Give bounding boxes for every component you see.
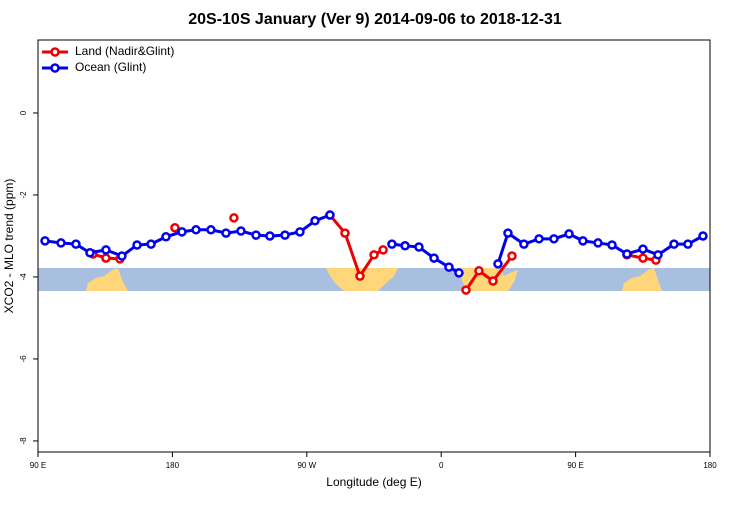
plot-frame [37,39,711,453]
chart-title: 20S-10S January (Ver 9) 2014-09-06 to 20… [188,11,562,28]
x-axis-label: Longitude (deg E) [326,475,421,489]
data-point [310,216,320,226]
x-tick-label: 180 [703,461,717,470]
data-point [236,226,246,236]
y-tick-label: -6 [19,355,28,363]
data-point [683,239,693,249]
y-tick-label: -8 [19,437,28,445]
data-point [698,231,708,241]
data-point [414,242,424,252]
data-point [56,238,66,248]
data-point [117,251,127,261]
x-tick-label: 90 W [297,461,316,470]
data-point [229,213,239,223]
x-tick-label: 0 [439,461,444,470]
legend-label: Land (Nadir&Glint) [75,44,174,58]
data-point [607,240,617,250]
x-tick-label: 90 E [567,461,583,470]
data-point [549,234,559,244]
data-point [132,240,142,250]
data-point [71,239,81,249]
data-point [638,253,648,263]
y-axis-label: XCO2 - MLO trend (ppm) [2,179,16,314]
data-point [429,253,439,263]
land-shape [458,268,518,291]
data-point [622,249,632,259]
data-point [564,229,574,239]
data-point [251,230,261,240]
data-point [488,276,498,286]
data-point [146,239,156,249]
data-point [534,234,544,244]
data-point [369,250,379,260]
data-point [378,245,388,255]
legend-label: Ocean (Glint) [75,60,146,74]
data-point [101,245,111,255]
data-point [221,228,231,238]
data-point [325,210,335,220]
series-line [464,255,514,291]
data-point [474,266,484,276]
land-shape [86,268,128,291]
series-line [328,214,384,280]
data-point [454,268,464,278]
x-tick-label: 180 [166,461,180,470]
data-point [519,239,529,249]
data-point [503,228,513,238]
x-tick-label: 90 E [30,461,46,470]
land-shape [622,268,662,291]
data-point [177,227,187,237]
data-point [669,239,679,249]
legend-marker [50,63,60,73]
y-tick-label: 0 [19,110,28,115]
data-point [265,231,275,241]
data-point [206,225,216,235]
data-point [493,259,503,269]
data-point [161,232,171,242]
data-point [593,238,603,248]
data-point [340,228,350,238]
data-point [85,248,95,258]
y-tick-label: -2 [19,191,28,199]
data-point [280,230,290,240]
legend-marker [50,47,60,57]
data-point [400,241,410,251]
y-tick-label: -4 [19,273,28,281]
data-point [170,223,180,233]
data-point [355,271,365,281]
data-point [578,236,588,246]
data-point [191,225,201,235]
data-point [444,262,454,272]
data-point [387,239,397,249]
data-point [507,251,517,261]
data-point [295,227,305,237]
data-point [461,285,471,295]
map-strip [38,268,710,291]
data-point [638,244,648,254]
data-point [40,236,50,246]
data-point [653,250,663,260]
data-point [101,253,111,263]
